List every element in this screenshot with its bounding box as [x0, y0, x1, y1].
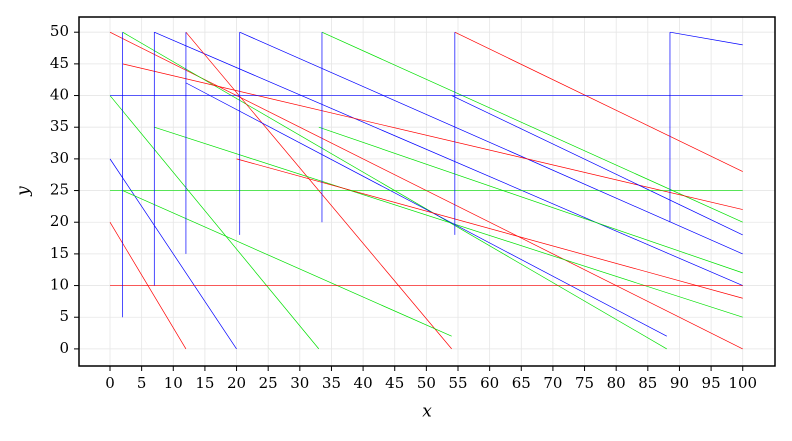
series-line: [109, 95, 320, 350]
x-tick-label: 55: [448, 374, 467, 392]
x-tick-label: 0: [105, 374, 115, 392]
x-tick-label: 20: [227, 374, 246, 392]
x-tick-label: 5: [137, 374, 147, 392]
x-tick-label: 50: [417, 374, 436, 392]
y-tick-label: 10: [50, 276, 69, 294]
x-tick-label: 30: [290, 374, 309, 392]
y-tick-label: 35: [50, 117, 69, 135]
series-line: [451, 95, 743, 236]
x-axis-label: x: [422, 402, 432, 422]
x-tick-label: 15: [195, 374, 214, 392]
series-line: [236, 158, 743, 299]
x-tick-label: 40: [354, 374, 373, 392]
y-tick-label: 40: [50, 86, 69, 104]
series-line: [154, 31, 743, 286]
x-tick-label: 60: [480, 374, 499, 392]
x-tick-label: 45: [385, 374, 404, 392]
series-line: [454, 31, 743, 172]
series-line: [122, 190, 452, 337]
y-tick-label: 20: [50, 212, 69, 230]
x-tick-label: 65: [512, 374, 531, 392]
y-tick-label: 50: [50, 22, 69, 40]
y-tick-label: 15: [50, 244, 69, 262]
y-tick-label: 0: [59, 339, 69, 357]
series-line: [669, 31, 743, 46]
x-tick-label: 25: [259, 374, 278, 392]
plot-frame: [78, 16, 776, 367]
y-tick-label: 30: [50, 149, 69, 167]
x-tick-label: 90: [670, 374, 689, 392]
x-tick-label: 95: [702, 374, 721, 392]
y-axis-label: y: [14, 186, 34, 197]
x-tick-label: 75: [575, 374, 594, 392]
series-line: [122, 63, 743, 210]
series-line: [185, 82, 667, 337]
y-tick-label: 45: [50, 54, 69, 72]
x-tick-label: 100: [728, 374, 757, 392]
x-tick-label: 85: [638, 374, 657, 392]
x-tick-label: 70: [543, 374, 562, 392]
x-tick-label: 10: [164, 374, 183, 392]
x-tick-label: 80: [607, 374, 626, 392]
x-tick-label: 35: [322, 374, 341, 392]
series-line: [239, 31, 743, 255]
y-tick-label: 25: [50, 181, 69, 199]
y-tick-label: 5: [59, 307, 69, 325]
series-line: [318, 126, 743, 274]
